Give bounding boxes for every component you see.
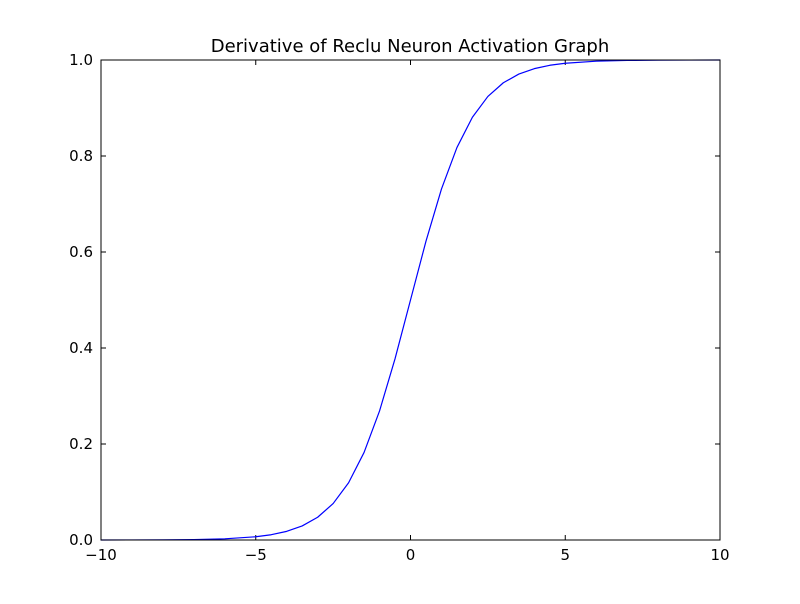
y-tick-label: 0.4 xyxy=(69,339,93,357)
x-tick-label: 10 xyxy=(710,546,729,564)
x-tick-label: 5 xyxy=(560,546,570,564)
y-tick-label: 0.8 xyxy=(69,147,93,165)
x-tick-label: −10 xyxy=(85,546,117,564)
plot-frame xyxy=(100,59,721,541)
chart-title: Derivative of Reclu Neuron Activation Gr… xyxy=(211,36,610,57)
x-tick-label: 0 xyxy=(406,546,416,564)
y-tick-label: 0.2 xyxy=(69,435,93,453)
series-line xyxy=(100,59,721,541)
y-tick-label: 1.0 xyxy=(69,51,93,69)
series-layer xyxy=(100,59,721,541)
y-tick-label: 0.0 xyxy=(69,531,93,549)
ticks-layer: −10 −5 0 5 10 0.0 0.2 0.4 0.6 0.8 1.0 xyxy=(69,51,729,564)
y-tick-label: 0.6 xyxy=(69,243,93,261)
x-tick-label: −5 xyxy=(245,546,267,564)
